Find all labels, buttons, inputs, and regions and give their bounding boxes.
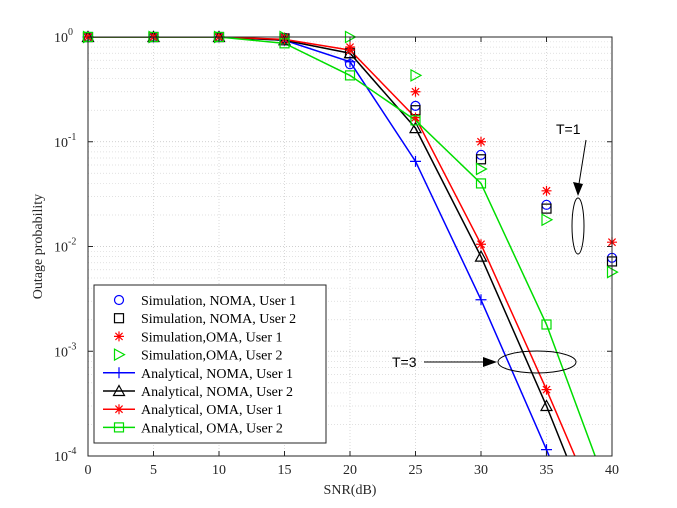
series-6-point [474, 249, 488, 262]
legend-item: Analytical, OMA, User 1 [103, 403, 283, 418]
series-3-point [410, 86, 421, 97]
x-tick-label: 40 [605, 463, 619, 478]
series-7-point [541, 384, 552, 395]
series-7-point [410, 112, 421, 123]
x-tick-label: 10 [212, 463, 226, 478]
annotation-t1-ellipse [571, 197, 585, 255]
series-5-point [475, 294, 487, 306]
series-3-point [476, 136, 486, 147]
legend-marker [113, 422, 125, 433]
series-8-point [541, 319, 552, 330]
x-tick-label: 35 [540, 463, 554, 478]
legend-marker [113, 313, 125, 324]
series-4-point [541, 213, 554, 227]
legend-label: Simulation,OMA, User 2 [141, 349, 283, 364]
legend-marker [113, 294, 125, 306]
legend-item: Analytical, NOMA, User 2 [103, 384, 293, 400]
y-tick-label: 10-4 [54, 446, 76, 465]
legend: Simulation, NOMA, User 1 Simulation, NOMA… [93, 284, 327, 444]
series-7-point [476, 239, 486, 250]
x-tick-label: 0 [85, 463, 92, 478]
legend-label: Simulation,OMA, User 1 [141, 330, 283, 345]
series-2-point [541, 203, 552, 214]
legend-marker [113, 367, 125, 379]
legend-label: Analytical, NOMA, User 1 [141, 367, 293, 382]
series-1-point [541, 199, 552, 210]
y-tick-label: 10-3 [54, 341, 76, 360]
x-tick-label: 5 [150, 463, 157, 478]
y-tick-label: 10-2 [54, 237, 76, 256]
legend-marker [113, 348, 126, 362]
annotation-t1-arrowhead [573, 182, 583, 196]
annotation-t1: T=1 [556, 121, 587, 255]
x-axis-label: SNR(dB) [324, 483, 377, 498]
x-tick-label: 30 [474, 463, 488, 478]
y-tick-labels: 100 10-1 10-2 10-3 10-4 [54, 27, 612, 465]
x-tick-label: 25 [409, 463, 423, 478]
annotation-t3: T=3 [392, 350, 577, 374]
series-line-8 [88, 37, 596, 456]
series-5-point [410, 155, 421, 167]
legend-label: Analytical, OMA, User 2 [141, 421, 283, 436]
legend-marker [112, 384, 126, 397]
series-8-point [475, 178, 487, 189]
legend-item: Simulation,OMA, User 1 [114, 330, 283, 345]
annotation-t3-ellipse [497, 350, 577, 374]
legend-label: Analytical, NOMA, User 2 [141, 385, 293, 400]
annotation-t1-text: T=1 [556, 121, 581, 137]
legend-marker [114, 331, 124, 342]
annotation-t3-text: T=3 [392, 354, 417, 370]
legend-box [93, 284, 327, 444]
series-6-point [408, 121, 423, 134]
series-8-point [344, 70, 356, 81]
annotation-t1-arrow [577, 139, 587, 191]
y-axis-label: Outage probability [31, 194, 46, 299]
y-tick-label: 10-1 [54, 132, 76, 151]
legend-label: Analytical, OMA, User 1 [141, 403, 283, 418]
series-3-point [541, 185, 552, 196]
series-2-point [475, 154, 487, 165]
legend-item: Analytical, OMA, User 2 [103, 421, 283, 436]
series-7-point [345, 45, 355, 56]
x-tick-label: 20 [343, 463, 357, 478]
series-4-point [410, 68, 423, 82]
legend-item: Simulation, NOMA, User 1 [113, 294, 296, 309]
legend-label: Simulation, NOMA, User 2 [141, 312, 296, 327]
legend-marker [114, 404, 124, 415]
legend-item: Simulation, NOMA, User 2 [113, 312, 296, 327]
x-tick-label: 15 [278, 463, 292, 478]
x-tick-labels: 0 5 10 15 20 25 30 35 40 [85, 37, 619, 478]
legend-item: Analytical, NOMA, User 1 [103, 367, 293, 382]
series-8-point [410, 115, 421, 126]
series-4-point [475, 162, 488, 176]
legend-label: Simulation, NOMA, User 1 [141, 294, 296, 309]
y-tick-label: 100 [54, 27, 73, 46]
legend-item: Simulation,OMA, User 2 [113, 348, 283, 364]
annotation-t3-arrowhead [483, 357, 497, 367]
series-6-point [539, 399, 554, 412]
